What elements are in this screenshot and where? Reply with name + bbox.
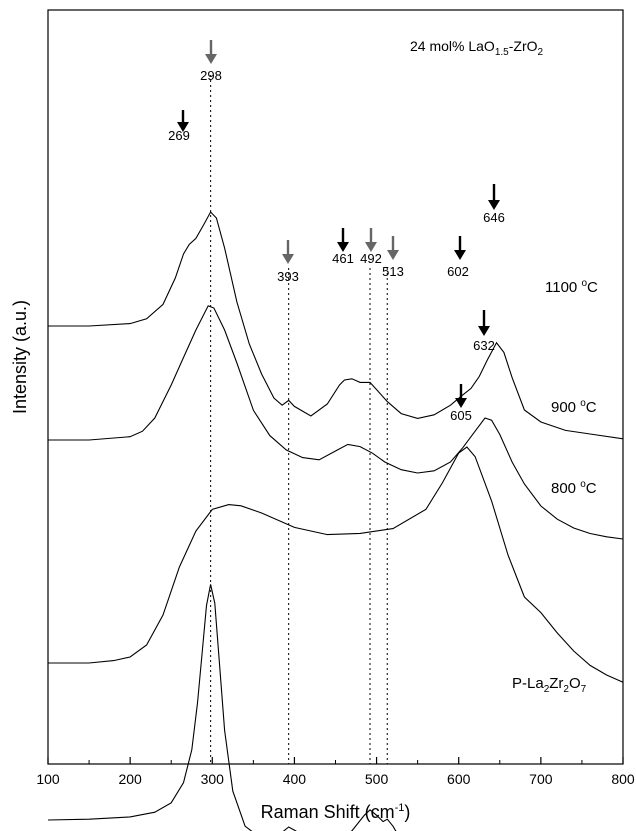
down-arrow-icon xyxy=(365,242,377,252)
series-group xyxy=(47,211,624,831)
down-arrow-icon xyxy=(282,254,294,264)
x-tick-label-6: 700 xyxy=(529,771,553,787)
x-tick-label-7: 800 xyxy=(611,771,635,787)
x-tick-label-5: 600 xyxy=(447,771,471,787)
x-tick-label-3: 400 xyxy=(283,771,307,787)
x-tick-label-0: 100 xyxy=(36,771,60,787)
peak-label-9: 605 xyxy=(450,408,472,423)
curve-label-2: 800 oC xyxy=(551,479,597,497)
peak-label-6: 602 xyxy=(447,264,469,279)
curve-label-0: 1100 oC xyxy=(545,278,598,296)
series-line-1 xyxy=(48,305,624,540)
peak-label-8: 632 xyxy=(473,338,495,353)
down-arrow-icon xyxy=(387,250,399,260)
series-line-0 xyxy=(48,211,624,440)
peak-label-0: 269 xyxy=(168,128,190,143)
chart-title: 24 mol% LaO1.5-ZrO2 xyxy=(410,38,544,58)
axes: 100 200 300 400 500 600 700 800 Raman Shift (cm-… xyxy=(10,9,635,822)
curve-labels: 1100 oC 900 oC 800 oC P-La2Zr2O7 xyxy=(512,278,598,695)
reference-lines xyxy=(210,75,388,764)
y-axis-title: Intensity (a.u.) xyxy=(10,300,30,414)
peak-label-1: 298 xyxy=(200,68,222,83)
down-arrow-icon xyxy=(177,122,189,132)
plot-frame xyxy=(47,9,624,765)
peak-label-7: 646 xyxy=(483,210,505,225)
peak-label-5: 513 xyxy=(382,264,404,279)
down-arrow-icon xyxy=(205,54,217,64)
down-arrow-icon xyxy=(455,398,467,408)
down-arrow-icon xyxy=(337,242,349,252)
down-arrow-icon xyxy=(488,200,500,210)
series-line-3 xyxy=(47,584,397,831)
x-tick-label-4: 500 xyxy=(365,771,389,787)
down-arrow-icon xyxy=(478,326,490,336)
x-tick-label-1: 200 xyxy=(118,771,142,787)
x-tick-label-2: 300 xyxy=(201,771,225,787)
curve-label-1: 900 oC xyxy=(551,398,597,416)
peak-label-2: 393 xyxy=(277,269,299,284)
peak-label-4: 492 xyxy=(360,251,382,266)
curve-label-3: P-La2Zr2O7 xyxy=(512,675,587,695)
down-arrow-icon xyxy=(454,250,466,260)
peak-label-3: 461 xyxy=(332,251,354,266)
x-axis-title: Raman Shift (cm-1) xyxy=(261,802,411,822)
series-line-2 xyxy=(48,446,624,683)
